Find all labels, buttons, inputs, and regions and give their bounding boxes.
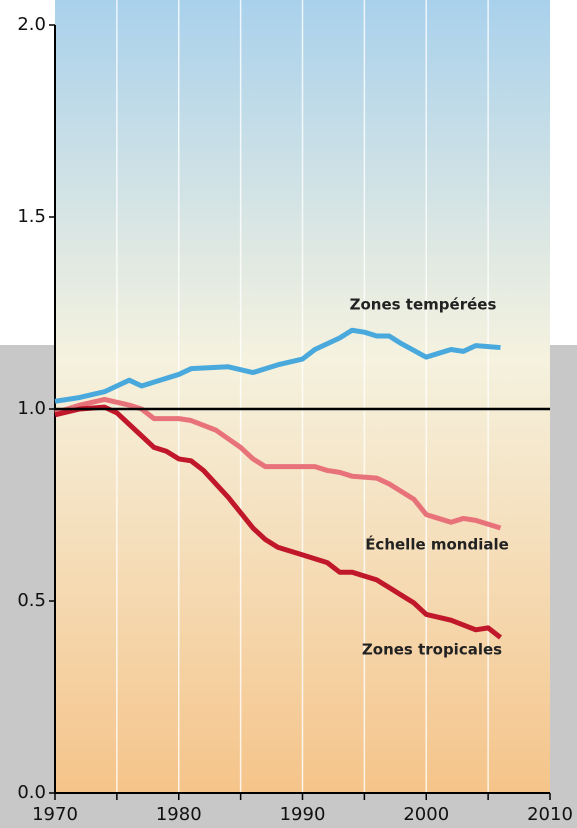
y-tick-label: 1.5 [17, 206, 46, 227]
x-tick-label: 2010 [527, 804, 573, 825]
series-line [54, 396, 502, 531]
y-tick-label: 1.0 [17, 398, 46, 419]
x-tick-label: 1990 [280, 804, 326, 825]
series-label: Zones tempérées [350, 296, 497, 314]
x-tick-label: 1970 [32, 804, 78, 825]
series-label: Zones tropicales [362, 641, 502, 659]
x-tick-label: 1980 [156, 804, 202, 825]
y-tick-label: 0.5 [17, 590, 46, 611]
series-line [54, 327, 501, 404]
y-tick-label: 2.0 [17, 14, 46, 35]
series-label: Échelle mondiale [365, 535, 509, 554]
series-line [54, 404, 503, 640]
y-tick-label: 0.0 [17, 782, 46, 803]
x-tick-label: 2000 [403, 804, 449, 825]
